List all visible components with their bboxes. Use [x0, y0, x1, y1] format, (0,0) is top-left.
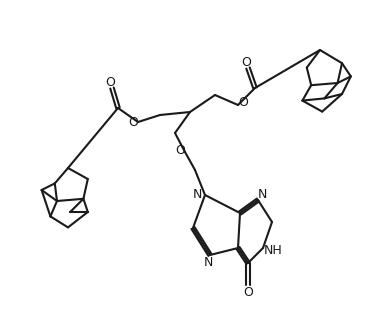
Text: N: N: [192, 189, 202, 202]
Text: O: O: [241, 56, 251, 68]
Text: O: O: [243, 287, 253, 300]
Text: N: N: [257, 189, 267, 202]
Text: O: O: [175, 144, 185, 157]
Text: O: O: [105, 75, 115, 88]
Text: N: N: [203, 257, 213, 269]
Text: NH: NH: [264, 244, 283, 257]
Text: O: O: [128, 115, 138, 128]
Text: O: O: [238, 95, 248, 108]
